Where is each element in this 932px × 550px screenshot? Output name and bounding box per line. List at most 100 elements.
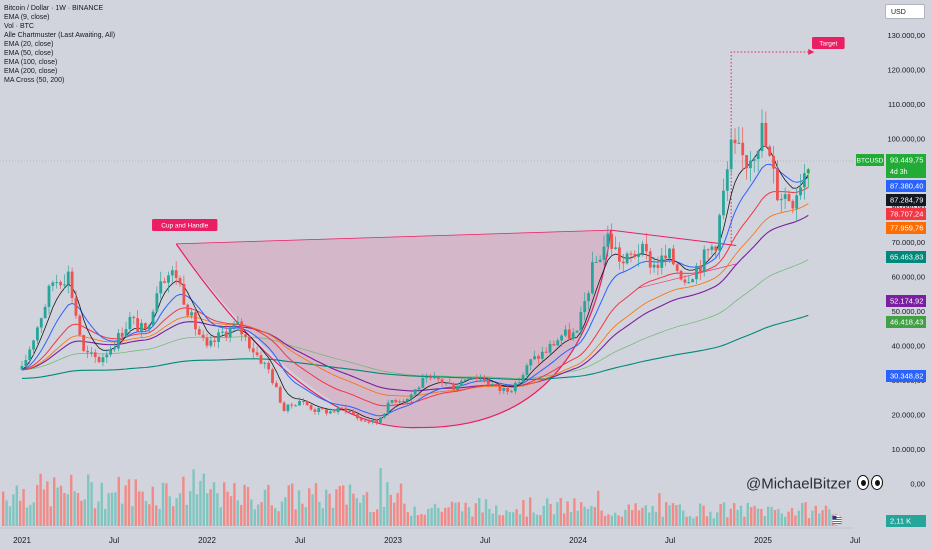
candle-body (301, 401, 305, 403)
candle-body (398, 401, 402, 403)
candle-body (259, 355, 263, 364)
volume-bar (182, 476, 185, 526)
cup-handle-label: Cup and Handle (152, 219, 218, 231)
candle-body (702, 249, 706, 272)
candle-body (182, 283, 186, 305)
volume-bar (661, 516, 664, 526)
cup-rim-line (176, 229, 611, 245)
legend-symbol[interactable]: Bitcoin / Dollar · 1W · BINANCE (4, 5, 104, 12)
candle-body (178, 278, 182, 284)
candle-body (621, 261, 625, 264)
price-label-text: 2,11 K (890, 517, 911, 526)
candle-body (255, 352, 259, 356)
candle-body (151, 311, 155, 326)
candle-body (494, 383, 498, 385)
candle-body (725, 169, 729, 191)
volume-bar (277, 511, 280, 526)
candle-body (170, 270, 174, 276)
volume-bar (488, 508, 491, 526)
candle-body (236, 321, 240, 325)
target-line (730, 51, 809, 246)
legend-ema9[interactable]: EMA (9, close) (4, 14, 50, 21)
volume-bar (457, 502, 460, 526)
volume-bar (763, 515, 766, 526)
price-tick-label: 110.000,00 (888, 100, 925, 109)
candle-body (47, 285, 51, 307)
volume-bar (192, 469, 195, 526)
volume-bar (583, 506, 586, 526)
volume-bar (491, 513, 494, 526)
candle-body (791, 200, 795, 209)
candle-body (594, 261, 598, 263)
volume-bar (124, 485, 127, 526)
volume-bar (93, 508, 97, 526)
volume-bar (39, 473, 42, 526)
volume-bar (138, 491, 141, 526)
candle-body (221, 331, 224, 333)
volume-bar (654, 511, 658, 526)
candle-body (66, 271, 70, 285)
legend-ema200[interactable]: EMA (200, close) (4, 68, 58, 75)
legend-ema20[interactable]: EMA (20, close) (4, 41, 54, 48)
volume-bar (141, 491, 144, 526)
candle-body (382, 413, 386, 418)
candle-body (486, 380, 490, 385)
legend-volume[interactable]: Vol · BTC (4, 23, 34, 30)
candle-body (679, 270, 683, 280)
volume-bar (447, 507, 450, 526)
candle-body (101, 357, 105, 363)
volume-bar (420, 514, 423, 526)
candle-body (641, 243, 644, 254)
currency-button[interactable]: USD (885, 4, 925, 19)
volume-bar (131, 506, 134, 526)
volume-bar (331, 507, 335, 526)
volume-bar (362, 494, 365, 526)
price-label-box (886, 515, 926, 527)
volume-bar (722, 502, 726, 526)
price-tick-label: 130.000,00 (887, 31, 925, 40)
volume-bar (437, 507, 440, 526)
candle-body (147, 325, 151, 329)
volume-bar (444, 507, 447, 526)
symbol-tag-text: BTCUSD (857, 158, 884, 165)
candle-body (89, 352, 93, 354)
candle-body (583, 301, 587, 313)
candle-body (660, 255, 664, 268)
volume-bar (107, 493, 110, 526)
candle-body (644, 243, 648, 252)
flag-stripe (832, 519, 842, 520)
volume-bar (369, 511, 372, 526)
legend-ema50[interactable]: EMA (50, close) (4, 50, 54, 57)
candle-body (652, 264, 656, 268)
legend-ma-cross[interactable]: MA Cross (50, 200) (4, 77, 65, 84)
candle-body (167, 275, 170, 283)
candle-body (456, 386, 459, 391)
price-label-text: 30.348,82 (890, 372, 923, 381)
candle-body (367, 421, 371, 423)
candle-body (606, 233, 610, 247)
candle-body (217, 332, 220, 342)
legend-patterns[interactable]: Alle Chartmuster (Last Awaiting, All) (4, 32, 116, 39)
price-label-box (886, 316, 926, 328)
volume-bar (212, 482, 216, 526)
candle-body (575, 330, 579, 333)
volume-bar (729, 508, 732, 526)
volume-bar (614, 512, 617, 526)
price-label-pattern: 30.348,82 (886, 370, 926, 382)
candle-body (205, 337, 209, 346)
candle-body (36, 327, 39, 341)
volume-bar (134, 479, 137, 526)
volume-bar (396, 493, 399, 526)
candle-body (97, 357, 101, 363)
price-label-ema20: 87.380,40 (886, 180, 926, 192)
volume-bar (5, 500, 8, 526)
candle-body (760, 122, 764, 152)
volume-bar (688, 516, 692, 526)
candle-body (409, 394, 413, 399)
price-label-box (886, 251, 926, 263)
candle-body (806, 169, 810, 174)
legend-ema100[interactable]: EMA (100, close) (4, 59, 58, 66)
candle-body (406, 398, 409, 402)
volume-bar (410, 515, 413, 526)
